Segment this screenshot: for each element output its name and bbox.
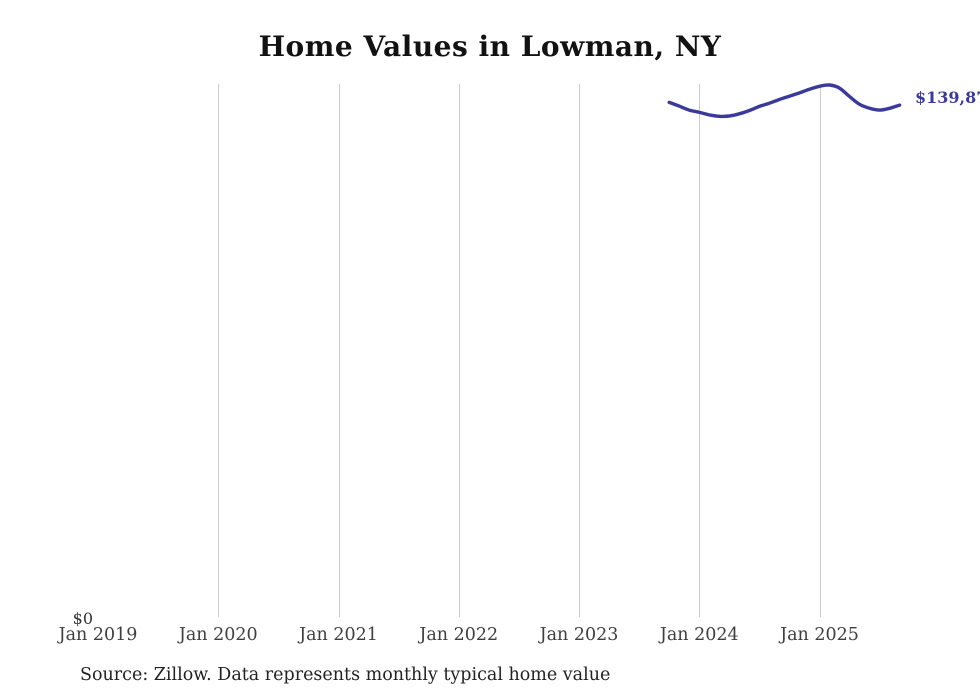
gridline bbox=[699, 84, 701, 617]
y-axis-zero-label: $0 bbox=[72, 609, 93, 628]
latest-value-label: $139,876 bbox=[915, 88, 980, 107]
x-tick-label: Jan 2021 bbox=[299, 625, 378, 645]
source-note: Source: Zillow. Data represents monthly … bbox=[80, 665, 611, 685]
x-tick-label: Jan 2020 bbox=[178, 625, 258, 645]
home-value-line bbox=[667, 83, 902, 119]
chart-title: Home Values in Lowman, NY bbox=[258, 30, 722, 63]
x-tick-label: Jan 2025 bbox=[780, 625, 859, 645]
x-tick-label: Jan 2023 bbox=[539, 625, 619, 645]
x-tick-label: Jan 2022 bbox=[419, 625, 499, 645]
gridline bbox=[218, 84, 220, 617]
gridline bbox=[819, 84, 821, 617]
gridline bbox=[579, 84, 580, 617]
gridline bbox=[338, 84, 340, 617]
x-tick-label: Jan 2024 bbox=[659, 625, 739, 645]
gridline bbox=[458, 84, 460, 617]
x-tick-label: Jan 2019 bbox=[58, 625, 138, 645]
